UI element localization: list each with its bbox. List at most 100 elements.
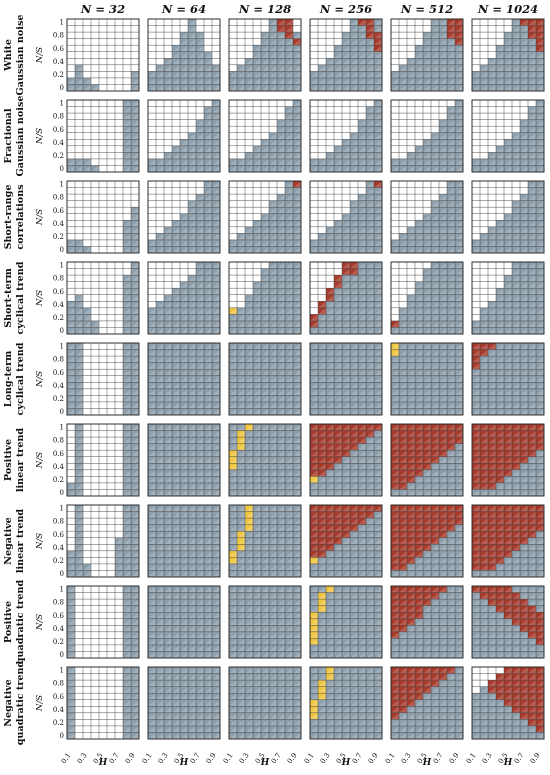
cell-shade [188, 320, 196, 328]
heatmap-cell [528, 281, 536, 289]
heatmap-cell [528, 187, 536, 195]
heatmap-cell [285, 401, 293, 409]
heatmap-cell [520, 194, 528, 201]
heatmap-cell [285, 25, 293, 33]
cell-shade [204, 356, 212, 363]
heatmap-cell [520, 220, 528, 227]
cell-shade [366, 369, 374, 376]
heatmap-cell [188, 165, 196, 172]
cell-shade [350, 158, 358, 166]
cell-shade [358, 226, 366, 234]
cell-shade [431, 327, 439, 334]
heatmap-cell [293, 307, 301, 315]
cell-shade [204, 77, 212, 85]
y-tick-label: 0 [60, 489, 64, 497]
heatmap-cell [399, 401, 407, 409]
heatmap-cell [285, 187, 293, 195]
cell-shade [439, 275, 447, 282]
heatmap-cell [423, 158, 431, 166]
cell-shade [123, 126, 131, 133]
cell-shade [496, 77, 504, 85]
cell-shade [318, 301, 326, 308]
heatmap-cell [374, 275, 382, 282]
cell-shade [196, 158, 204, 166]
y-tick-label: 0 [60, 84, 64, 92]
cell-shade [164, 408, 172, 415]
heatmap-cell [253, 307, 261, 315]
cell-shade [83, 158, 91, 166]
cell-shade [253, 408, 261, 415]
heatmap-cell [504, 281, 512, 289]
heatmap-cell [196, 476, 204, 483]
heatmap-cell [156, 77, 164, 85]
heatmap-cell [366, 19, 374, 26]
cell-shade [253, 233, 261, 240]
cell-shade [520, 220, 528, 227]
cell-shade [504, 58, 512, 65]
cell-shade [399, 356, 407, 363]
heatmap-cell [318, 239, 326, 247]
cell-shade [180, 327, 188, 334]
cell-shade [391, 369, 399, 376]
heatmap-cell [431, 132, 439, 140]
cell-shade [261, 239, 269, 247]
cell-shade [374, 84, 382, 91]
cell-shade [172, 301, 180, 308]
cell-shade [536, 207, 544, 214]
heatmap-cell [342, 388, 350, 396]
cell-shade [374, 45, 382, 52]
cell-shade [196, 408, 204, 415]
cell-shade [342, 220, 350, 227]
cell-shade [285, 145, 293, 153]
cell-shade [293, 395, 301, 402]
heatmap-cell [156, 314, 164, 321]
heatmap-cell [67, 343, 75, 350]
heatmap-cell [196, 437, 204, 444]
heatmap-cell [188, 395, 196, 402]
cell-shade [496, 226, 504, 234]
cell-shade [277, 51, 285, 59]
cell-shade [67, 77, 75, 85]
cell-shade [156, 349, 164, 357]
heatmap-cell [131, 388, 139, 396]
cell-shade [455, 200, 463, 208]
cell-shade [520, 382, 528, 389]
heatmap-cell [350, 38, 358, 46]
heatmap-cell [293, 362, 301, 370]
heatmap-cell [374, 220, 382, 227]
cell-shade [164, 239, 172, 247]
cell-shade [504, 395, 512, 402]
heatmap-cell [212, 220, 220, 227]
heatmap-cell [350, 139, 358, 146]
cell-shade [237, 489, 245, 496]
cell-shade [131, 262, 139, 269]
cell-shade [204, 200, 212, 208]
heatmap-cell [131, 456, 139, 464]
cell-shade [196, 145, 204, 153]
heatmap-cell [196, 401, 204, 409]
cell-shade [277, 233, 285, 240]
heatmap-cell [67, 375, 75, 383]
cell-shade [358, 213, 366, 221]
cell-shade [334, 71, 342, 78]
heatmap-cell [455, 320, 463, 328]
cell-shade [318, 375, 326, 383]
heatmap-cell [156, 456, 164, 464]
cell-shade [237, 482, 245, 490]
cell-shade [528, 181, 536, 188]
heatmap-cell [204, 226, 212, 234]
heatmap-cell [366, 294, 374, 302]
heatmap-cell [415, 288, 423, 295]
heatmap-cell [229, 369, 237, 376]
heatmap-cell [67, 327, 75, 334]
cell-shade [366, 77, 374, 85]
heatmap-cell [212, 113, 220, 120]
heatmap-cell [528, 382, 536, 389]
y-tick-label: 0.6 [53, 207, 65, 215]
cell-shade [496, 220, 504, 227]
heatmap-cell [188, 213, 196, 221]
panel-border [147, 342, 221, 416]
cell-shade [415, 288, 423, 295]
cell-shade [172, 64, 180, 72]
cell-shade [67, 343, 75, 350]
